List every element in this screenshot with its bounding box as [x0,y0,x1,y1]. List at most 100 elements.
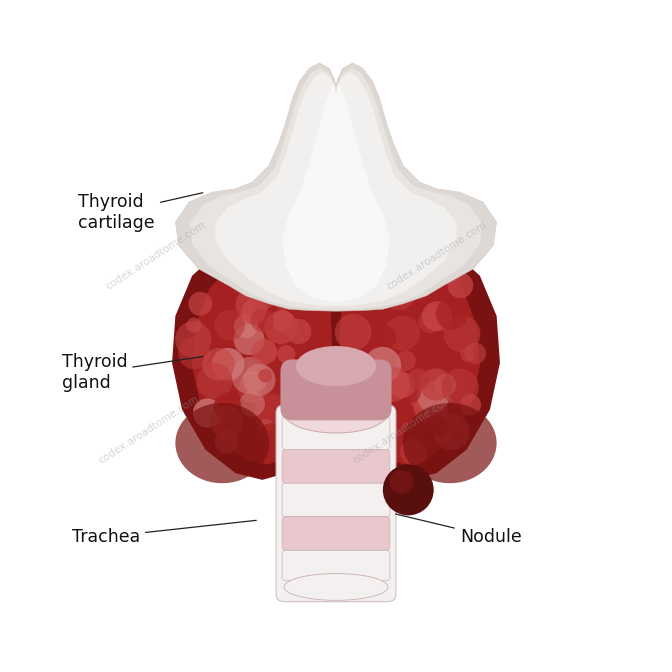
Circle shape [426,415,448,437]
PathPatch shape [192,253,332,464]
PathPatch shape [282,83,390,302]
Circle shape [407,256,440,290]
FancyBboxPatch shape [280,360,392,420]
Ellipse shape [296,346,376,386]
Circle shape [382,276,416,310]
Circle shape [389,372,415,398]
Circle shape [335,314,372,350]
Circle shape [214,310,245,341]
Circle shape [178,337,211,369]
FancyBboxPatch shape [282,417,390,450]
Text: Thyroid
gland: Thyroid gland [62,353,203,392]
FancyBboxPatch shape [282,483,390,517]
Circle shape [281,282,298,300]
Circle shape [207,350,229,372]
PathPatch shape [333,236,500,480]
Circle shape [214,430,238,454]
Ellipse shape [284,393,388,433]
Circle shape [186,318,202,333]
Circle shape [271,254,301,284]
Circle shape [396,351,416,371]
PathPatch shape [340,253,480,464]
Text: codex.aroadtome.com: codex.aroadtome.com [384,220,488,292]
Circle shape [448,273,473,298]
Circle shape [238,374,267,403]
Circle shape [370,408,395,433]
Circle shape [383,464,433,515]
Circle shape [241,299,267,324]
Circle shape [281,363,304,386]
Circle shape [388,256,404,272]
Circle shape [384,315,420,351]
Circle shape [296,366,323,393]
Circle shape [400,439,427,465]
Circle shape [196,363,233,399]
Circle shape [435,298,468,330]
Circle shape [427,304,443,320]
FancyBboxPatch shape [282,450,390,483]
Circle shape [175,321,212,358]
Circle shape [407,444,427,464]
Circle shape [283,418,301,436]
Circle shape [272,310,294,332]
Circle shape [214,392,241,421]
Circle shape [418,309,442,333]
Ellipse shape [175,403,269,483]
Circle shape [460,347,474,362]
Text: Nodule: Nodule [396,514,521,546]
Circle shape [193,398,222,427]
Circle shape [279,257,309,288]
PathPatch shape [175,63,497,311]
Circle shape [437,260,462,285]
Circle shape [433,414,470,450]
Circle shape [442,368,478,406]
Circle shape [369,376,388,394]
Circle shape [249,281,278,310]
Circle shape [188,292,212,316]
Circle shape [258,369,272,382]
FancyBboxPatch shape [276,405,396,601]
Circle shape [212,348,245,380]
Circle shape [434,374,456,396]
Circle shape [390,470,414,494]
Text: Trachea: Trachea [72,520,256,546]
Circle shape [239,391,265,417]
Circle shape [420,368,452,401]
Text: codex.aroadtome.com: codex.aroadtome.com [97,394,200,466]
Circle shape [277,345,295,363]
Circle shape [407,368,429,390]
Circle shape [364,347,401,384]
Circle shape [414,390,448,424]
Circle shape [259,419,273,433]
Text: Thyroid
cartilage: Thyroid cartilage [79,193,203,232]
FancyBboxPatch shape [282,517,390,550]
Circle shape [251,308,274,332]
Circle shape [422,301,452,331]
Circle shape [251,339,278,365]
Text: codex.aroadtome.com: codex.aroadtome.com [351,394,455,466]
Circle shape [283,273,310,300]
Circle shape [202,348,235,380]
Circle shape [249,249,277,278]
Circle shape [444,315,480,352]
Circle shape [408,267,435,295]
Circle shape [409,386,435,411]
Circle shape [357,419,372,434]
Circle shape [273,288,295,310]
Circle shape [231,357,268,394]
Circle shape [396,379,421,404]
Circle shape [417,381,449,413]
Circle shape [255,433,277,456]
Circle shape [372,325,396,349]
Circle shape [234,314,258,338]
Circle shape [210,406,243,439]
PathPatch shape [190,69,482,309]
Circle shape [243,364,276,396]
FancyBboxPatch shape [282,550,390,581]
Circle shape [234,324,265,355]
Text: codex.aroadtome.com: codex.aroadtome.com [103,220,207,292]
PathPatch shape [172,236,339,480]
Circle shape [355,381,378,405]
Circle shape [464,343,486,364]
Circle shape [460,394,481,415]
